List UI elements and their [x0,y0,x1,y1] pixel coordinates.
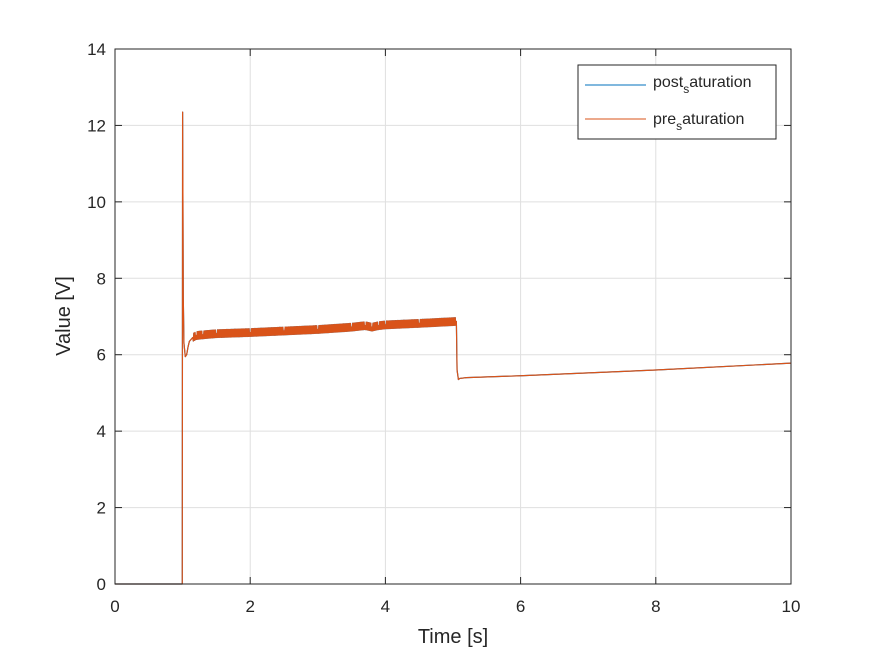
y-tick-label: 12 [87,116,106,135]
x-tick-label: 4 [381,597,390,616]
y-tick-label: 8 [97,269,106,288]
legend-box [577,64,777,140]
x-tick-label: 6 [516,597,525,616]
y-tick-label: 2 [97,499,106,518]
series-layer [115,111,792,585]
x-tick-label: 0 [110,597,119,616]
y-tick-label: 6 [97,346,106,365]
y-tick-label: 14 [87,40,106,59]
y-axis-label: Value [V] [53,276,75,356]
series-line-pre-saturation [115,111,792,585]
y-tick-label: 0 [97,575,106,594]
x-tick-label: 2 [245,597,254,616]
x-axis-label: Time [s] [418,626,488,648]
tick-labels: 0 2 4 6 8 10 0 2 4 6 8 10 12 14 [87,40,800,616]
y-tick-label: 10 [87,193,106,212]
y-tick-label: 4 [97,422,106,441]
x-tick-label: 8 [651,597,660,616]
legend-label-pre-saturation: presaturation [653,111,744,133]
x-tick-label: 10 [782,597,801,616]
ticks [114,48,792,585]
legend: postsaturation presaturation [577,64,777,140]
axes-box [114,48,792,585]
legend-label-post-saturation: postsaturation [653,74,752,96]
